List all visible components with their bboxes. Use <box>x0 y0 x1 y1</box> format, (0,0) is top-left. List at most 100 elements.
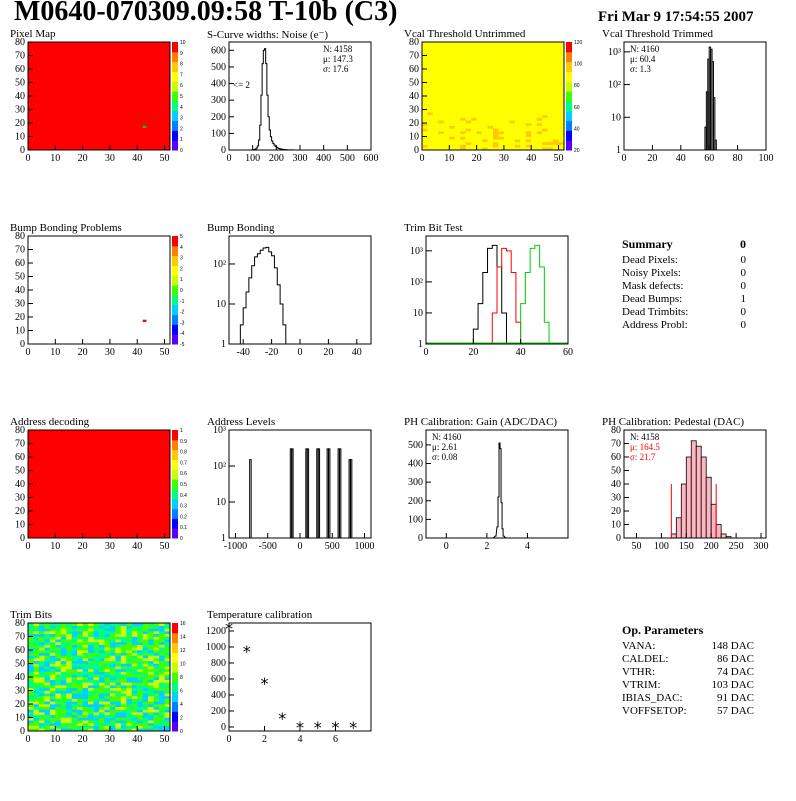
heatmap-cell <box>126 625 133 629</box>
trim-bits-panel: Trim Bits 0 10 20 30 40 50 0 10 20 30 40 50 60 70 80 0 2… <box>8 609 198 801</box>
heatmap-cell <box>60 633 67 637</box>
heatmap-cell <box>460 42 466 45</box>
heatmap-cell <box>99 725 105 729</box>
heatmap-cell <box>438 144 445 148</box>
heatmap-cell <box>438 52 445 56</box>
heatmap-cell <box>476 109 483 113</box>
heatmap-cell <box>115 628 122 632</box>
heatmap-cell <box>159 652 165 656</box>
heatmap-cell <box>66 709 72 713</box>
op-row: VTHR: 74 DAC <box>622 666 754 679</box>
colorbar-label: 0.8 <box>180 450 187 456</box>
colorbar-segment <box>172 672 178 683</box>
heatmap-cell <box>115 714 122 718</box>
heatmap-cell <box>142 698 149 702</box>
heatmap-cell <box>82 666 89 670</box>
trim-bit-test-panel: Trim Bit Test 0 20 40 60 1 10 10² 10³ <box>402 222 592 414</box>
panel-title: Bump Bonding Problems <box>10 222 122 234</box>
heatmap-cell <box>449 141 456 145</box>
heatmap-cell <box>520 82 527 86</box>
heatmap-cell <box>476 85 483 89</box>
heatmap-cell <box>77 631 83 635</box>
heatmap-cell <box>71 650 78 653</box>
heatmap-cell <box>164 655 171 659</box>
colorbar-label: 16 <box>180 621 186 627</box>
heatmap-cell <box>33 728 40 732</box>
colorbar-label: 2 <box>180 126 183 132</box>
heatmap-cell <box>109 687 116 691</box>
heatmap-cell <box>126 722 133 726</box>
heatmap-cell <box>427 42 434 45</box>
heatmap-cell <box>471 66 477 70</box>
heatmap-cell <box>71 639 78 643</box>
x-tick-label: 200 <box>269 153 284 164</box>
heatmap-cell <box>553 144 559 148</box>
heatmap-cell <box>131 690 138 694</box>
x-tick-label: 0 <box>298 541 303 552</box>
heatmap-cell <box>137 677 143 680</box>
heatmap-cell <box>28 650 34 653</box>
heatmap-cell <box>115 687 122 691</box>
heatmap-cell <box>422 74 428 78</box>
colorbar-segment <box>172 140 178 151</box>
heatmap-cell <box>471 109 477 113</box>
heatmap-cell <box>115 655 122 659</box>
heatmap-cell <box>493 123 499 126</box>
heatmap-cell <box>438 50 445 54</box>
heatmap-cell <box>49 679 56 683</box>
heatmap-cell <box>93 647 100 651</box>
colorbar-segment <box>172 110 178 122</box>
heatmap-cell <box>558 71 565 75</box>
heatmap-cell <box>82 644 89 648</box>
heatmap-cell <box>465 93 472 97</box>
heatmap-cell <box>449 44 456 48</box>
heatmap-cell <box>514 90 521 94</box>
heatmap-cell <box>137 660 143 664</box>
heatmap-cell <box>514 120 521 124</box>
heatmap-cell <box>99 650 105 653</box>
heatmap-cell <box>44 679 51 683</box>
heatmap-cell <box>547 71 554 75</box>
heatmap-cell <box>471 120 477 124</box>
heatmap-cell <box>99 671 105 675</box>
heatmap-cell <box>536 131 543 135</box>
summary-value: 0 <box>740 280 747 292</box>
heatmap-cell <box>482 69 488 72</box>
heatmap-cell <box>553 139 559 143</box>
heatmap-cell <box>438 93 445 97</box>
heatmap-cell <box>137 728 143 732</box>
heatmap-cell <box>520 74 527 78</box>
heatmap-cell <box>137 633 143 637</box>
heatmap-cell <box>164 690 171 694</box>
x-tick-label: -20 <box>265 347 278 358</box>
colorbar-label: 8 <box>180 675 183 681</box>
heatmap-cell <box>498 77 505 81</box>
heatmap-cell <box>93 706 100 710</box>
heatmap-cell <box>454 141 461 145</box>
x-tick-label: 100 <box>245 153 260 164</box>
colorbar-label: 5 <box>180 94 183 100</box>
heatmap-cell <box>88 623 94 626</box>
heatmap-cell <box>487 128 494 132</box>
heatmap-cell <box>509 71 516 75</box>
x-tick-label: 10 <box>50 347 60 358</box>
bump-bonding-panel: Bump Bonding -40 -20 0 20 40 1 10 10² <box>205 222 395 414</box>
heatmap-cell <box>88 714 94 718</box>
heatmap-cell <box>553 66 559 70</box>
heatmap-cell <box>498 131 505 135</box>
heatmap-cell <box>49 652 56 656</box>
heatmap-cell <box>49 636 56 640</box>
heatmap-cell <box>498 104 505 108</box>
x-tick-label: 400 <box>316 153 331 164</box>
summary-label: Mask defects: <box>622 280 684 292</box>
heatmap-cell <box>514 98 521 102</box>
heatmap-cell <box>503 85 510 89</box>
y-tick-label: 70 <box>15 632 25 643</box>
colorbar-segment <box>172 265 178 276</box>
summary-box: Summary 0 Dead Pixels: 0 Noisy Pixels: 0 M… <box>622 236 746 332</box>
heatmap-cell <box>471 144 477 148</box>
heatmap-cell <box>153 633 160 637</box>
heatmap-cell <box>148 679 154 683</box>
heatmap-cell <box>487 79 494 83</box>
heatmap-cell <box>104 706 111 710</box>
